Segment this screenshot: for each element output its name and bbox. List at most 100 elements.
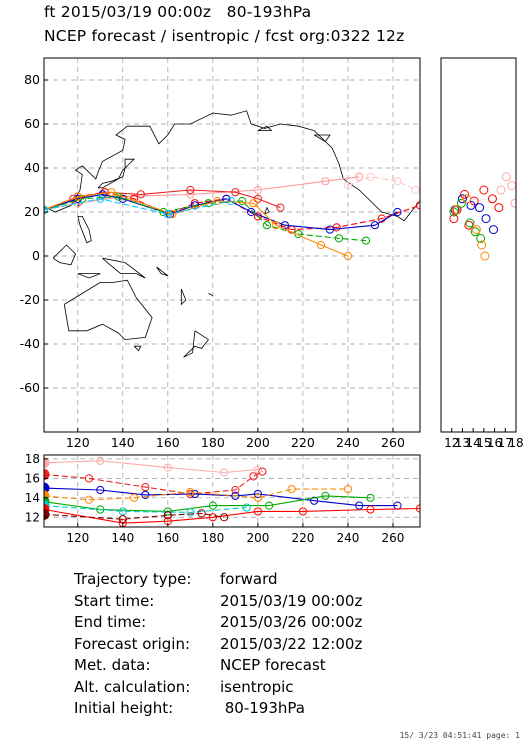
- y-tick-label: 20: [24, 204, 40, 219]
- data-point: [451, 205, 461, 215]
- data-point: [136, 190, 145, 199]
- series-line: [44, 505, 247, 513]
- data-point: [226, 196, 235, 206]
- trajectory-info: Trajectory type: forward Start time: 2015/…: [74, 570, 362, 721]
- data-point: [208, 501, 217, 510]
- data-point: [247, 207, 256, 217]
- data-point: [44, 457, 50, 469]
- info-row-met-data: Met. data: NCEP forecast: [74, 656, 362, 678]
- data-point: [480, 251, 490, 261]
- data-point: [366, 493, 375, 502]
- data-point: [98, 190, 107, 199]
- data-point: [393, 177, 402, 186]
- data-point: [129, 493, 139, 502]
- y-tick-label: 12: [25, 510, 40, 524]
- coastline: [180, 288, 187, 306]
- data-point: [316, 240, 326, 250]
- y-tick-label: 40: [24, 160, 40, 175]
- x-tick-label: 200: [246, 435, 270, 450]
- info-key: Trajectory type:: [74, 570, 192, 588]
- data-point: [355, 501, 364, 510]
- data-point: [242, 503, 251, 512]
- data-point: [481, 214, 491, 224]
- data-point: [494, 203, 504, 213]
- y-tick-label: 16: [25, 471, 40, 485]
- info-value: isentropic: [220, 677, 294, 696]
- data-point: [287, 484, 296, 494]
- series-group: [44, 456, 420, 527]
- coastline: [44, 110, 420, 222]
- data-point: [197, 509, 206, 518]
- data-point: [213, 196, 222, 206]
- x-tick-label: 160: [156, 435, 180, 450]
- data-point: [470, 227, 480, 237]
- data-point: [204, 199, 213, 208]
- data-point: [475, 203, 485, 213]
- data-point: [258, 467, 267, 476]
- x-tick-label: 180: [201, 435, 225, 450]
- data-point: [325, 225, 335, 234]
- info-key: Met. data:: [74, 656, 151, 674]
- data-point: [141, 490, 150, 499]
- data-point: [471, 225, 481, 235]
- x-tick-label: 120: [66, 435, 90, 450]
- info-row-start-time: Start time: 2015/03/19 00:00z: [74, 592, 362, 614]
- data-point: [107, 188, 116, 197]
- series-line: [44, 460, 258, 474]
- data-point: [186, 190, 195, 199]
- data-point: [84, 474, 94, 483]
- data-point: [321, 491, 330, 500]
- data-point: [253, 489, 262, 499]
- data-point: [186, 508, 195, 517]
- y-tick-label: -40: [20, 336, 40, 351]
- info-key: Forecast origin:: [74, 634, 191, 653]
- x-tick-label: 15: [476, 436, 491, 450]
- data-point: [222, 194, 231, 203]
- x-tick-label: 260: [381, 435, 405, 450]
- data-point: [118, 515, 127, 524]
- data-point: [466, 200, 476, 210]
- data-point: [231, 491, 240, 500]
- data-point: [231, 485, 240, 495]
- data-point: [510, 198, 516, 208]
- data-point: [366, 172, 375, 181]
- x-tick-label: 13: [455, 436, 470, 450]
- info-value: 80-193hPa: [220, 699, 305, 717]
- series-group: [449, 172, 516, 261]
- data-point: [271, 221, 281, 230]
- coastline: [183, 330, 209, 358]
- data-point: [73, 199, 82, 208]
- coastline: [102, 257, 146, 279]
- info-value: forward: [220, 570, 278, 588]
- data-point: [449, 214, 459, 224]
- data-point: [141, 483, 150, 492]
- info-row-forecast-origin: Forecast origin: 2015/03/22 12:00z: [74, 635, 362, 657]
- data-point: [118, 507, 127, 516]
- data-point: [262, 221, 271, 230]
- coastline: [264, 206, 270, 215]
- info-row-end-time: End time: 2015/03/26 00:00z: [74, 613, 362, 635]
- data-point: [96, 456, 105, 465]
- data-point: [465, 218, 475, 228]
- data-point: [186, 185, 195, 195]
- coastline: [133, 345, 142, 352]
- data-point: [265, 501, 274, 510]
- data-point: [44, 468, 50, 480]
- x-tick-label: 140: [111, 531, 134, 545]
- data-point: [457, 194, 467, 204]
- coastline-group: [44, 110, 420, 358]
- chart-title-line-1: ft 2015/03/19 00:00z 80-193hPa: [44, 3, 312, 21]
- data-point: [449, 207, 459, 217]
- data-point: [190, 489, 199, 499]
- data-point: [411, 185, 420, 195]
- x-tick-label: 17: [498, 436, 513, 450]
- y-tick-label: 80: [24, 72, 40, 87]
- series-line: [44, 471, 263, 495]
- coastline: [52, 244, 76, 266]
- data-point: [186, 487, 195, 497]
- data-point: [96, 485, 105, 495]
- x-tick-label: 140: [111, 435, 135, 450]
- y-tick-label: 0: [32, 248, 40, 263]
- data-point: [163, 507, 172, 516]
- data-point: [190, 199, 199, 208]
